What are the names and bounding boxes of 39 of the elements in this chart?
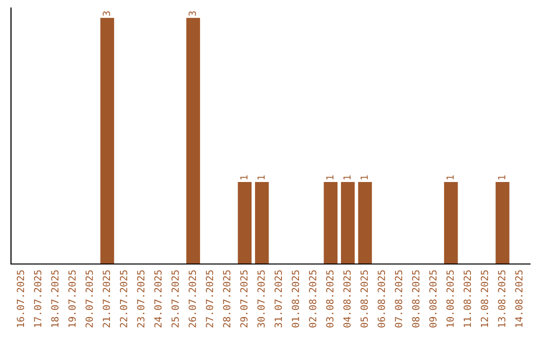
data-label: 3 xyxy=(102,11,110,16)
x-tick-label: 26.07.2025 xyxy=(188,270,196,328)
x-tick-label: 23.07.2025 xyxy=(137,270,144,328)
data-label: 1 xyxy=(446,175,454,180)
x-tick-label: 25.07.2025 xyxy=(171,270,179,328)
x-tick-label: 17.07.2025 xyxy=(34,270,42,327)
data-label: 1 xyxy=(498,175,506,180)
x-tick-label: 24.07.2025 xyxy=(154,270,162,328)
x-tick-label: 07.08.2025 xyxy=(394,270,402,328)
data-label: 1 xyxy=(240,175,248,180)
x-tick-label: 13.08.2025 xyxy=(498,270,506,327)
x-tick-label: 20.07.2025 xyxy=(86,270,93,328)
x-tick-label: 11.08.2025 xyxy=(464,270,471,327)
x-tick-label: 31.07.2025 xyxy=(274,270,282,328)
x-tick-label: 21.07.2025 xyxy=(102,270,110,328)
x-tick-label: 06.08.2025 xyxy=(378,270,386,328)
x-tick-label: 08.08.2025 xyxy=(412,270,420,328)
x-tick-label: 19.07.2025 xyxy=(68,270,76,327)
x-tick-label: 01.08.2025 xyxy=(292,270,300,328)
data-label: 1 xyxy=(326,175,334,180)
x-tick-label: 14.08.2025 xyxy=(515,270,523,327)
x-tick-label: 02.08.2025 xyxy=(308,270,316,328)
data-label: 1 xyxy=(360,175,368,180)
x-tick-label: 10.08.2025 xyxy=(446,270,454,327)
x-tick-label: 22.07.2025 xyxy=(120,270,128,328)
x-tick-label: 04.08.2025 xyxy=(343,270,351,328)
x-tick-label: 18.07.2025 xyxy=(51,270,59,327)
x-tick-label: 28.07.2025 xyxy=(223,270,230,328)
x-tick-label: 05.08.2025 xyxy=(360,270,368,328)
x-tick-label: 09.08.2025 xyxy=(429,270,437,328)
x-tick-label: 12.08.2025 xyxy=(480,270,488,327)
x-tick-label: 30.07.2025 xyxy=(257,270,265,328)
x-tick-label: 27.07.2025 xyxy=(206,270,214,328)
x-tick-label: 16.07.2025 xyxy=(16,270,24,327)
x-tick-label: 29.07.2025 xyxy=(240,270,248,328)
data-label: 1 xyxy=(258,175,265,180)
x-tick-label: 03.08.2025 xyxy=(326,270,334,328)
data-label: 1 xyxy=(343,175,351,180)
data-label: 3 xyxy=(188,11,196,16)
